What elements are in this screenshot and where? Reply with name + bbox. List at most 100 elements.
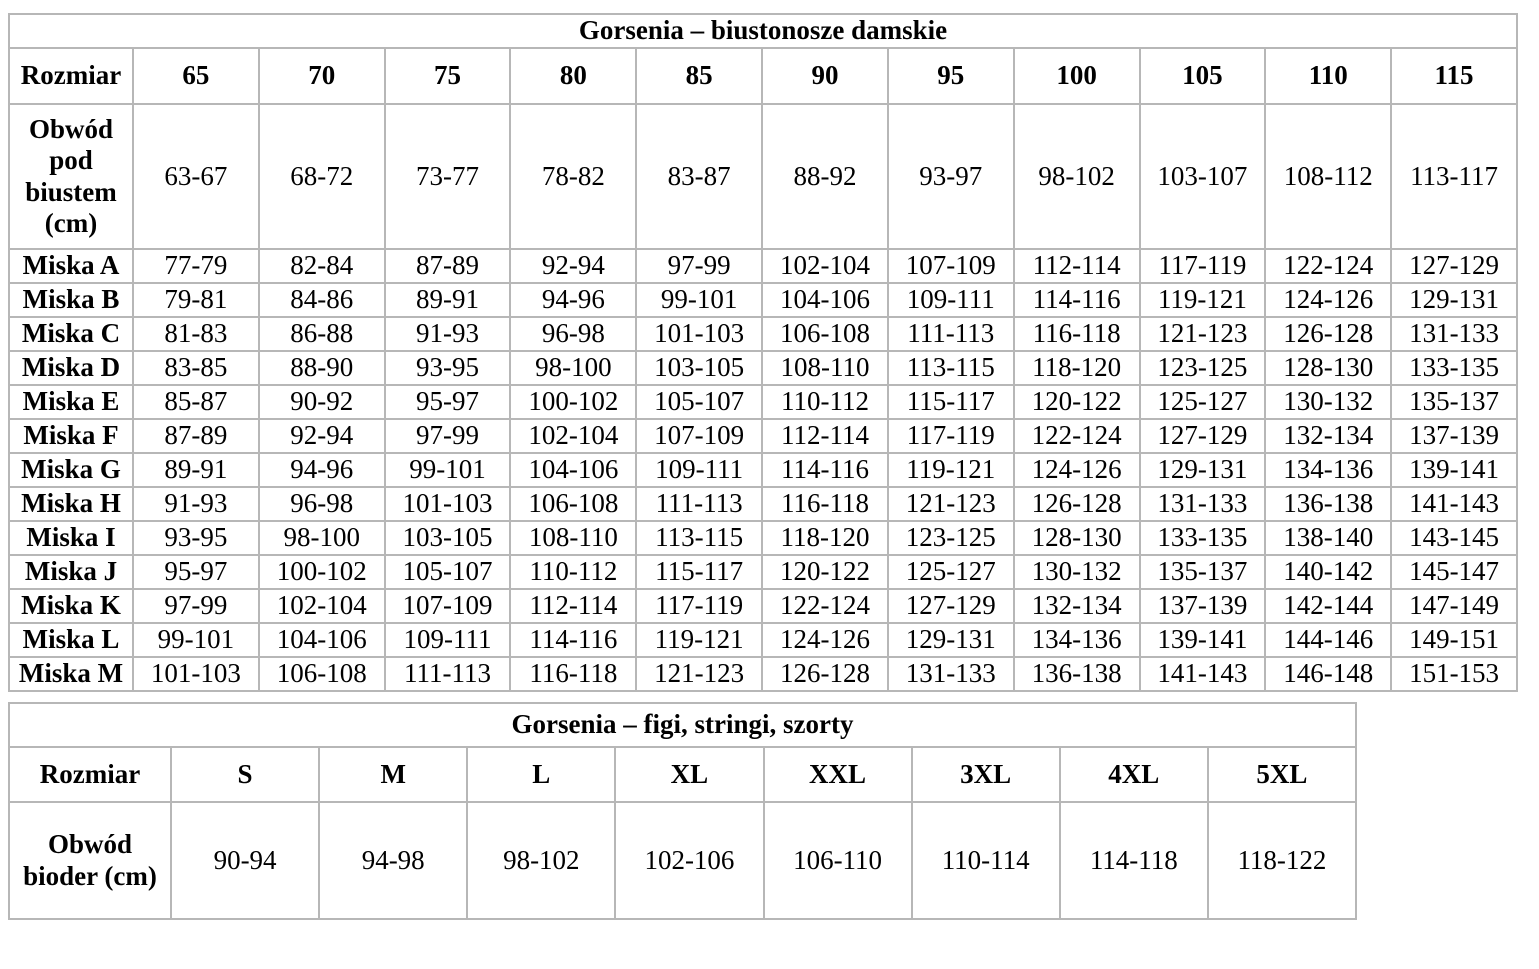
data-cell: 96-98 bbox=[257, 486, 386, 522]
data-cell: 83-85 bbox=[132, 350, 260, 386]
table-title: Gorsenia – biustonosze damskie bbox=[8, 13, 1518, 49]
column-header: L bbox=[466, 746, 617, 803]
data-cell: 100-102 bbox=[257, 554, 386, 590]
data-cell: 130-132 bbox=[1012, 554, 1141, 590]
data-cell: 103-105 bbox=[635, 350, 764, 386]
data-cell: 102-104 bbox=[509, 418, 638, 454]
data-cell: 120-122 bbox=[761, 554, 889, 590]
data-cell: 113-117 bbox=[1390, 103, 1518, 250]
data-cell: 89-91 bbox=[132, 452, 260, 488]
column-header: M bbox=[318, 746, 469, 803]
bra-size-chart-table: Gorsenia – biustonosze damskie Rozmiar 65 7… bbox=[8, 13, 1518, 692]
data-cell: 106-108 bbox=[509, 486, 638, 522]
data-cell: 88-90 bbox=[257, 350, 386, 386]
data-cell: 119-121 bbox=[635, 622, 764, 658]
data-cell: 141-143 bbox=[1390, 486, 1518, 522]
data-cell: 127-129 bbox=[1390, 248, 1518, 284]
data-cell: 106-110 bbox=[762, 801, 913, 920]
data-cell: 115-117 bbox=[886, 384, 1015, 420]
data-cell: 115-117 bbox=[635, 554, 764, 590]
data-cell: 78-82 bbox=[509, 103, 638, 250]
data-cell: 83-87 bbox=[635, 103, 764, 250]
data-cell: 106-108 bbox=[761, 316, 889, 352]
data-cell: 116-118 bbox=[1012, 316, 1141, 352]
data-cell: 87-89 bbox=[132, 418, 260, 454]
data-cell: 97-99 bbox=[635, 248, 764, 284]
data-cell: 85-87 bbox=[132, 384, 260, 420]
data-cell: 97-99 bbox=[132, 588, 260, 624]
column-header: 65 bbox=[132, 47, 260, 105]
data-cell: 111-113 bbox=[383, 656, 512, 692]
data-cell: 94-96 bbox=[509, 282, 638, 318]
table-row: Obwód pod biustem (cm) 63-67 68-72 73-77 78-… bbox=[8, 103, 1518, 250]
column-header: 100 bbox=[1012, 47, 1141, 105]
data-cell: 110-114 bbox=[910, 801, 1061, 920]
data-cell: 120-122 bbox=[1012, 384, 1141, 420]
data-cell: 108-110 bbox=[761, 350, 889, 386]
table-row: Miska E 85-87 90-92 95-97 100-102 105-107 110-… bbox=[8, 384, 1518, 420]
data-cell: 114-116 bbox=[1012, 282, 1141, 318]
table-title: Gorsenia – figi, stringi, szorty bbox=[8, 702, 1357, 748]
data-cell: 102-104 bbox=[761, 248, 889, 284]
data-cell: 105-107 bbox=[383, 554, 512, 590]
row-label: Miska L bbox=[8, 622, 134, 658]
data-cell: 149-151 bbox=[1390, 622, 1518, 658]
data-cell: 98-100 bbox=[509, 350, 638, 386]
row-label: Miska B bbox=[8, 282, 134, 318]
data-cell: 105-107 bbox=[635, 384, 764, 420]
data-cell: 121-123 bbox=[886, 486, 1015, 522]
data-cell: 132-134 bbox=[1012, 588, 1141, 624]
data-cell: 101-103 bbox=[635, 316, 764, 352]
data-cell: 127-129 bbox=[1138, 418, 1267, 454]
data-cell: 124-126 bbox=[1264, 282, 1393, 318]
row-label: Miska J bbox=[8, 554, 134, 590]
column-header: 95 bbox=[886, 47, 1015, 105]
data-cell: 99-101 bbox=[132, 622, 260, 658]
data-cell: 114-118 bbox=[1058, 801, 1209, 920]
column-header: XL bbox=[614, 746, 765, 803]
data-cell: 113-115 bbox=[886, 350, 1015, 386]
data-cell: 122-124 bbox=[1012, 418, 1141, 454]
row-label: Miska K bbox=[8, 588, 134, 624]
data-cell: 94-98 bbox=[318, 801, 469, 920]
data-cell: 135-137 bbox=[1390, 384, 1518, 420]
data-cell: 138-140 bbox=[1264, 520, 1393, 556]
data-cell: 98-100 bbox=[257, 520, 386, 556]
data-cell: 128-130 bbox=[1012, 520, 1141, 556]
data-cell: 126-128 bbox=[761, 656, 889, 692]
data-cell: 98-102 bbox=[466, 801, 617, 920]
data-cell: 63-67 bbox=[132, 103, 260, 250]
data-cell: 101-103 bbox=[132, 656, 260, 692]
corner-label: Rozmiar bbox=[8, 47, 134, 105]
table-row: Miska F 87-89 92-94 97-99 102-104 107-109 112-… bbox=[8, 418, 1518, 454]
data-cell: 104-106 bbox=[761, 282, 889, 318]
data-cell: 121-123 bbox=[635, 656, 764, 692]
data-cell: 111-113 bbox=[635, 486, 764, 522]
row-label: Miska G bbox=[8, 452, 134, 488]
data-cell: 101-103 bbox=[383, 486, 512, 522]
data-cell: 121-123 bbox=[1138, 316, 1267, 352]
data-cell: 92-94 bbox=[257, 418, 386, 454]
data-cell: 96-98 bbox=[509, 316, 638, 352]
data-cell: 111-113 bbox=[886, 316, 1015, 352]
row-label: Obwód bioder (cm) bbox=[8, 801, 172, 920]
data-cell: 79-81 bbox=[132, 282, 260, 318]
corner-label: Rozmiar bbox=[8, 746, 172, 803]
row-label: Miska E bbox=[8, 384, 134, 420]
column-header: 75 bbox=[383, 47, 512, 105]
data-cell: 107-109 bbox=[383, 588, 512, 624]
data-cell: 139-141 bbox=[1138, 622, 1267, 658]
data-cell: 116-118 bbox=[509, 656, 638, 692]
data-cell: 112-114 bbox=[509, 588, 638, 624]
briefs-size-chart-table: Gorsenia – figi, stringi, szorty Rozmiar S… bbox=[8, 702, 1358, 920]
data-cell: 77-79 bbox=[132, 248, 260, 284]
table-row: Miska D 83-85 88-90 93-95 98-100 103-105 108-1… bbox=[8, 350, 1518, 386]
data-cell: 129-131 bbox=[1390, 282, 1518, 318]
data-cell: 113-115 bbox=[635, 520, 764, 556]
row-label: Miska A bbox=[8, 248, 134, 284]
data-cell: 100-102 bbox=[509, 384, 638, 420]
data-cell: 90-92 bbox=[257, 384, 386, 420]
column-header: 70 bbox=[257, 47, 386, 105]
data-cell: 126-128 bbox=[1264, 316, 1393, 352]
data-cell: 129-131 bbox=[886, 622, 1015, 658]
